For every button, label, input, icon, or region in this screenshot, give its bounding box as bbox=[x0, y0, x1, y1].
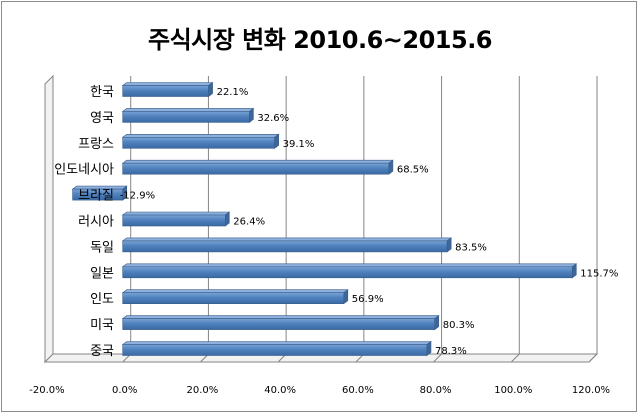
bar-top-face bbox=[121, 237, 453, 242]
bar bbox=[121, 289, 349, 305]
bar-front-face bbox=[122, 111, 250, 123]
x-tick-label: 40.0% bbox=[264, 385, 296, 396]
bar-front-face bbox=[122, 344, 428, 356]
gridline bbox=[510, 76, 520, 363]
category-label: 인도네시아 bbox=[54, 163, 114, 178]
category-label: 독일 bbox=[90, 240, 114, 255]
x-tick-label: 120.0% bbox=[572, 385, 610, 396]
category-label: 인도 bbox=[90, 292, 114, 307]
bar-end-face bbox=[122, 185, 128, 201]
bar-front-face bbox=[122, 137, 275, 149]
bar-end-face bbox=[446, 237, 452, 253]
value-label: 68.5% bbox=[397, 165, 429, 176]
x-tick-label: -20.0% bbox=[29, 385, 64, 396]
value-label: 22.1% bbox=[217, 87, 249, 98]
x-tick-label: 100.0% bbox=[494, 385, 532, 396]
category-label: 한국 bbox=[90, 85, 114, 100]
bar-top-face bbox=[121, 82, 214, 86]
x-tick-label: 20.0% bbox=[187, 385, 219, 396]
category-label: 영국 bbox=[90, 111, 114, 126]
bar-front-face bbox=[122, 240, 448, 253]
bar bbox=[121, 340, 432, 357]
value-label: 83.5% bbox=[455, 242, 487, 253]
value-label: 32.6% bbox=[257, 113, 289, 124]
bar-front-face bbox=[122, 266, 573, 279]
value-label: 26.4% bbox=[233, 217, 265, 228]
category-label: 프랑스 bbox=[78, 137, 114, 152]
bar-top-face bbox=[121, 211, 231, 216]
bar-front-face bbox=[122, 162, 390, 175]
bar-front-face bbox=[122, 214, 226, 227]
bar-end-face bbox=[274, 133, 279, 149]
bar bbox=[121, 133, 280, 149]
bar bbox=[121, 315, 440, 331]
value-label: -12.9% bbox=[120, 191, 155, 202]
x-tick-label: 0.0% bbox=[112, 385, 137, 396]
bar-top-face bbox=[121, 341, 432, 345]
bar-top-face bbox=[121, 289, 349, 293]
value-label: 115.7% bbox=[580, 268, 618, 279]
category-label: 미국 bbox=[90, 318, 114, 333]
bar-end-face bbox=[434, 315, 440, 331]
bar-end-face bbox=[571, 263, 577, 279]
bar-end-face bbox=[208, 81, 213, 98]
bar-end-face bbox=[343, 289, 349, 305]
bar-front-face bbox=[122, 318, 436, 330]
bar-top-face bbox=[121, 315, 440, 319]
bar-top-face bbox=[121, 159, 394, 164]
bar-top-face bbox=[121, 108, 255, 112]
bar bbox=[121, 237, 453, 253]
bar-end-face bbox=[224, 211, 230, 227]
x-tick-label: 80.0% bbox=[420, 385, 452, 396]
value-label: 78.3% bbox=[435, 346, 467, 357]
bar bbox=[121, 211, 231, 227]
bar-top-face bbox=[121, 134, 280, 138]
bar bbox=[121, 107, 255, 123]
value-label: 39.1% bbox=[283, 139, 315, 150]
gridline bbox=[588, 76, 598, 363]
bar bbox=[121, 263, 578, 279]
bar-top-face bbox=[121, 263, 578, 268]
bar-end-face bbox=[426, 340, 432, 357]
category-label: 일본 bbox=[90, 266, 114, 281]
gridline bbox=[433, 76, 443, 363]
bar bbox=[121, 81, 214, 98]
bar-end-face bbox=[249, 107, 254, 123]
bar-front-face bbox=[122, 85, 209, 97]
value-label: 56.9% bbox=[352, 294, 384, 305]
x-tick-label: 60.0% bbox=[342, 385, 374, 396]
category-label: 중국 bbox=[90, 344, 114, 359]
bar bbox=[121, 159, 394, 175]
value-label: 80.3% bbox=[443, 320, 475, 331]
category-label: 브라질 bbox=[78, 189, 114, 204]
side-wall bbox=[44, 74, 54, 364]
bar-end-face bbox=[388, 159, 394, 175]
category-label: 러시아 bbox=[78, 215, 114, 230]
bar-front-face bbox=[122, 292, 345, 305]
bar bbox=[71, 185, 128, 201]
chart-title: 주식시장 변화 2010.6~2015.6 bbox=[147, 26, 493, 54]
